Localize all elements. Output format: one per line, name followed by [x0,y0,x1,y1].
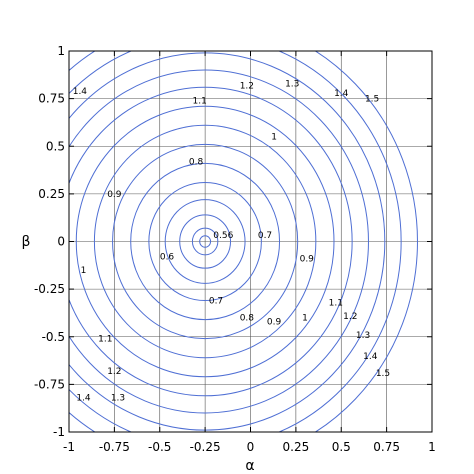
contour-label: 1.3 [356,331,370,341]
contour-line [191,227,219,256]
contour-label: 0.9 [300,255,315,265]
contour-line [199,235,212,248]
x-tick-label: 0.75 [373,440,400,454]
contour-label: 1.1 [193,97,207,107]
x-tick-label: 0.5 [332,440,351,454]
contour-label: 1.5 [365,95,379,105]
y-axis-label: β [22,234,31,250]
y-axis-ticks: -1 -0.75 -0.5 -0.25 0 0.25 0.5 0.75 1 [34,44,432,439]
contour-labels: 0.56 0.6 0.7 0.7 0.8 0.8 0.9 0.9 0.9 1 1 1 1.1 1.1 1.1… [73,79,390,403]
y-tick-label: -0.25 [34,282,65,296]
contour-label: 1.3 [111,394,125,404]
contour-label: 1.2 [343,312,357,322]
contour-label: 1.1 [329,298,343,308]
contour-label: 1.2 [107,367,121,377]
contour-label: 1 [302,314,308,324]
y-tick-label: -0.5 [42,330,65,344]
contour-label: 0.7 [258,231,272,241]
contour-label: 1.3 [285,79,299,89]
x-axis-label: α [245,458,254,474]
contour-label: 0.7 [209,297,223,307]
contour-label: 1 [81,266,87,276]
y-tick-label: -1 [53,425,65,439]
contour-line [69,51,402,432]
x-tick-label: -0.25 [190,440,221,454]
contour-label: 0.8 [240,314,255,324]
contour-label: 0.9 [267,318,282,328]
y-tick-label: 0.75 [38,92,65,106]
x-tick-label: -0.5 [148,440,171,454]
x-tick-label: 0.25 [283,440,310,454]
grid-lines [69,51,432,432]
contour-label: 1.4 [334,89,349,99]
contour-label: 1 [271,133,277,143]
contour-label: 0.8 [189,157,204,167]
x-tick-label: 1 [428,440,436,454]
y-tick-label: 0.5 [46,139,65,153]
x-axis-ticks: -1 -0.75 -0.5 -0.25 0 0.25 0.5 0.75 1 [63,51,436,454]
contour-line [130,162,281,321]
contour-line [93,124,317,359]
x-tick-label: 0 [247,440,255,454]
contour-line [179,214,232,269]
contour-line [75,105,335,378]
contour-label: 0.9 [107,190,122,200]
contour-line [69,69,369,414]
contour-lines [69,51,418,432]
contour-label: 1.2 [240,81,254,91]
x-tick-label: -0.75 [99,440,130,454]
y-tick-label: -0.75 [34,377,65,391]
y-tick-label: 0 [57,235,65,249]
contour-label: 1.1 [98,335,112,345]
contour-line [148,181,262,302]
x-tick-label: -1 [63,440,75,454]
contour-label: 1.5 [376,369,390,379]
contour-label: 0.6 [160,253,175,263]
contour-line [112,143,299,340]
contour-line [164,199,246,284]
contour-label: 0.56 [213,231,233,241]
contour-line [69,86,353,397]
contour-label: 1.4 [76,394,91,404]
contour-label: 1.4 [73,87,88,97]
contour-label: 1.4 [363,352,378,362]
y-tick-label: 1 [57,44,65,58]
contour-line [69,51,418,432]
y-tick-label: 0.25 [38,187,65,201]
